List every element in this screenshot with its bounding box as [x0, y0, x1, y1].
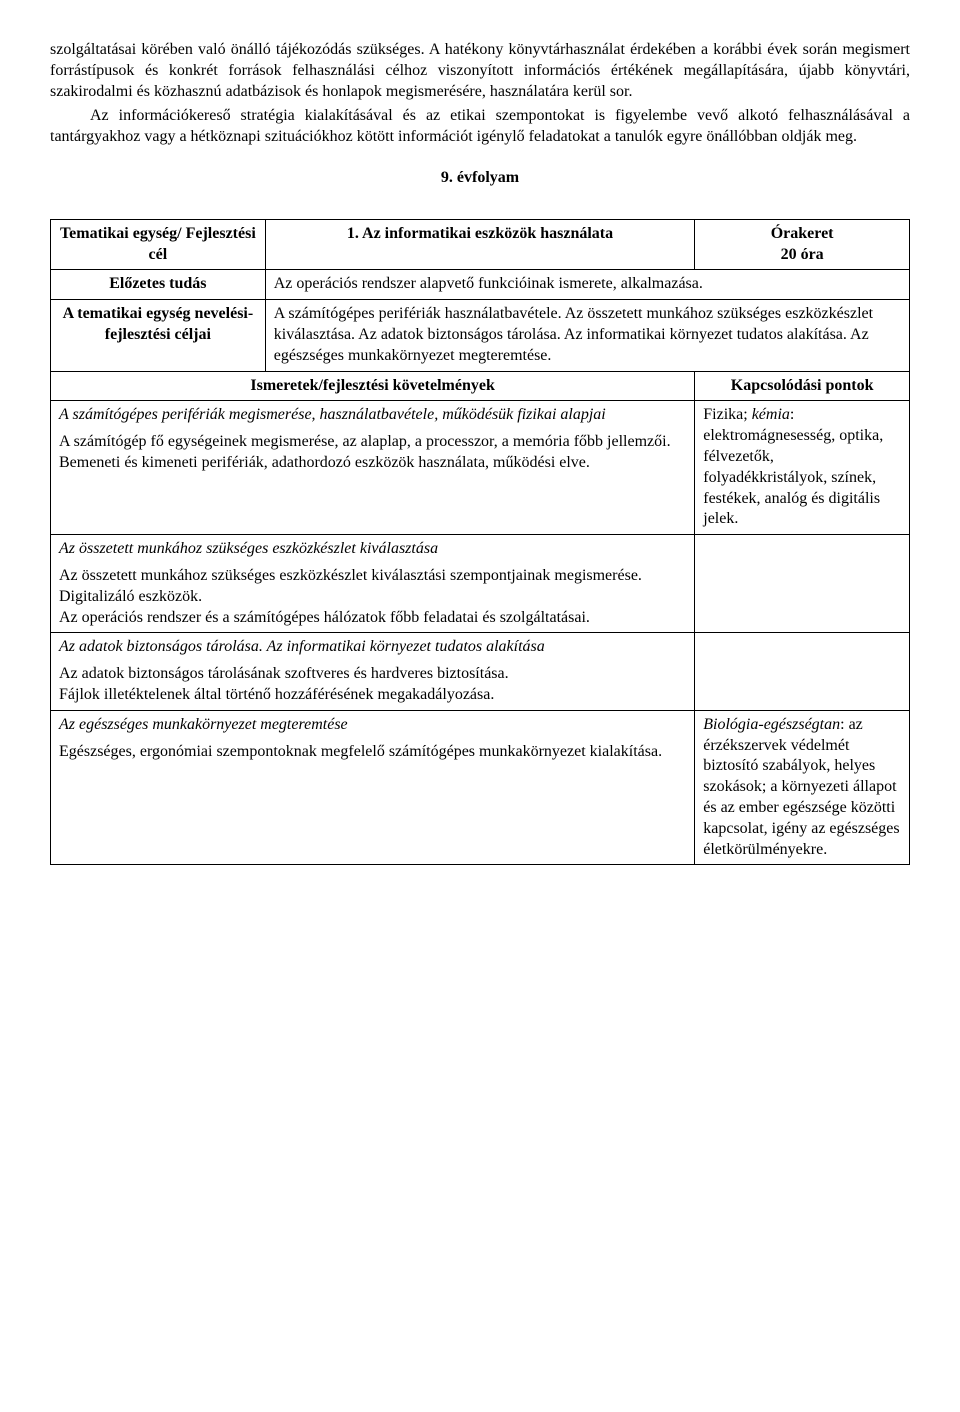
block2-content: Az összetett munkához szükséges eszközké…: [51, 535, 695, 633]
curriculum-table: Tematikai egység/ Fejlesztési cél 1. Az …: [50, 219, 910, 866]
block4-links: Biológia-egészségtan: az érzékszervek vé…: [695, 710, 910, 865]
block2-links: [695, 535, 910, 633]
block1-links-rest: : elektromágnesesség, optika, félvezetők…: [703, 406, 883, 527]
block2-title: Az összetett munkához szükséges eszközké…: [59, 539, 686, 560]
block4-links-italic: Biológia-egészségtan: [703, 716, 840, 733]
requirements-header: Ismeretek/fejlesztési követelmények: [51, 371, 695, 401]
block1-content: A számítógépes perifériák megismerése, h…: [51, 401, 695, 535]
block1-links-italic: kémia: [752, 406, 790, 423]
block3-links: [695, 633, 910, 710]
intro-paragraph-1: szolgáltatásai körében való önálló tájék…: [50, 40, 910, 102]
block3-title: Az adatok biztonságos tárolása. Az infor…: [59, 637, 686, 658]
hours-cell: Órakeret 20 óra: [695, 219, 910, 270]
block3-content: Az adatok biztonságos tárolása. Az infor…: [51, 633, 695, 710]
block4-links-rest: : az érzékszervek védelmét biztosító sza…: [703, 716, 899, 858]
intro-paragraph-2: Az információkereső stratégia kialakítás…: [50, 106, 910, 148]
block4-content: Az egészséges munkakörnyezet megteremtés…: [51, 710, 695, 865]
block1-title: A számítógépes perifériák megismerése, h…: [59, 405, 686, 426]
block1-links-prefix: Fizika;: [703, 406, 751, 423]
block1-body: A számítógép fő egységeinek megismerése,…: [59, 432, 686, 474]
prior-knowledge-text: Az operációs rendszer alapvető funkcióin…: [265, 270, 909, 300]
links-header: Kapcsolódási pontok: [695, 371, 910, 401]
unit-label: Tematikai egység/ Fejlesztési cél: [51, 219, 266, 270]
block4-body: Egészséges, ergonómiai szempontoknak meg…: [59, 742, 686, 763]
hours-value: 20 óra: [781, 246, 824, 263]
block1-links: Fizika; kémia: elektromágnesesség, optik…: [695, 401, 910, 535]
prior-knowledge-label: Előzetes tudás: [51, 270, 266, 300]
block4-title: Az egészséges munkakörnyezet megteremtés…: [59, 715, 686, 736]
goals-label: A tematikai egység nevelési-fejlesztési …: [51, 300, 266, 371]
grade-heading: 9. évfolyam: [50, 168, 910, 189]
hours-label: Órakeret: [771, 225, 834, 242]
goals-text: A számítógépes perifériák használatbavét…: [265, 300, 909, 371]
block3-body: Az adatok biztonságos tárolásának szoftv…: [59, 664, 686, 706]
block2-body: Az összetett munkához szükséges eszközké…: [59, 566, 686, 628]
unit-title: 1. Az informatikai eszközök használata: [265, 219, 695, 270]
